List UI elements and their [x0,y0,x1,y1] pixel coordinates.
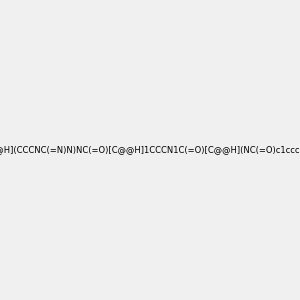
Text: O=C(CF)[C@@H](CCCNC(=N)N)NC(=O)[C@@H]1CCCN1C(=O)[C@@H](NC(=O)c1ccc(Br)cc1)C(C)C: O=C(CF)[C@@H](CCCNC(=N)N)NC(=O)[C@@H]1CC… [0,146,300,154]
